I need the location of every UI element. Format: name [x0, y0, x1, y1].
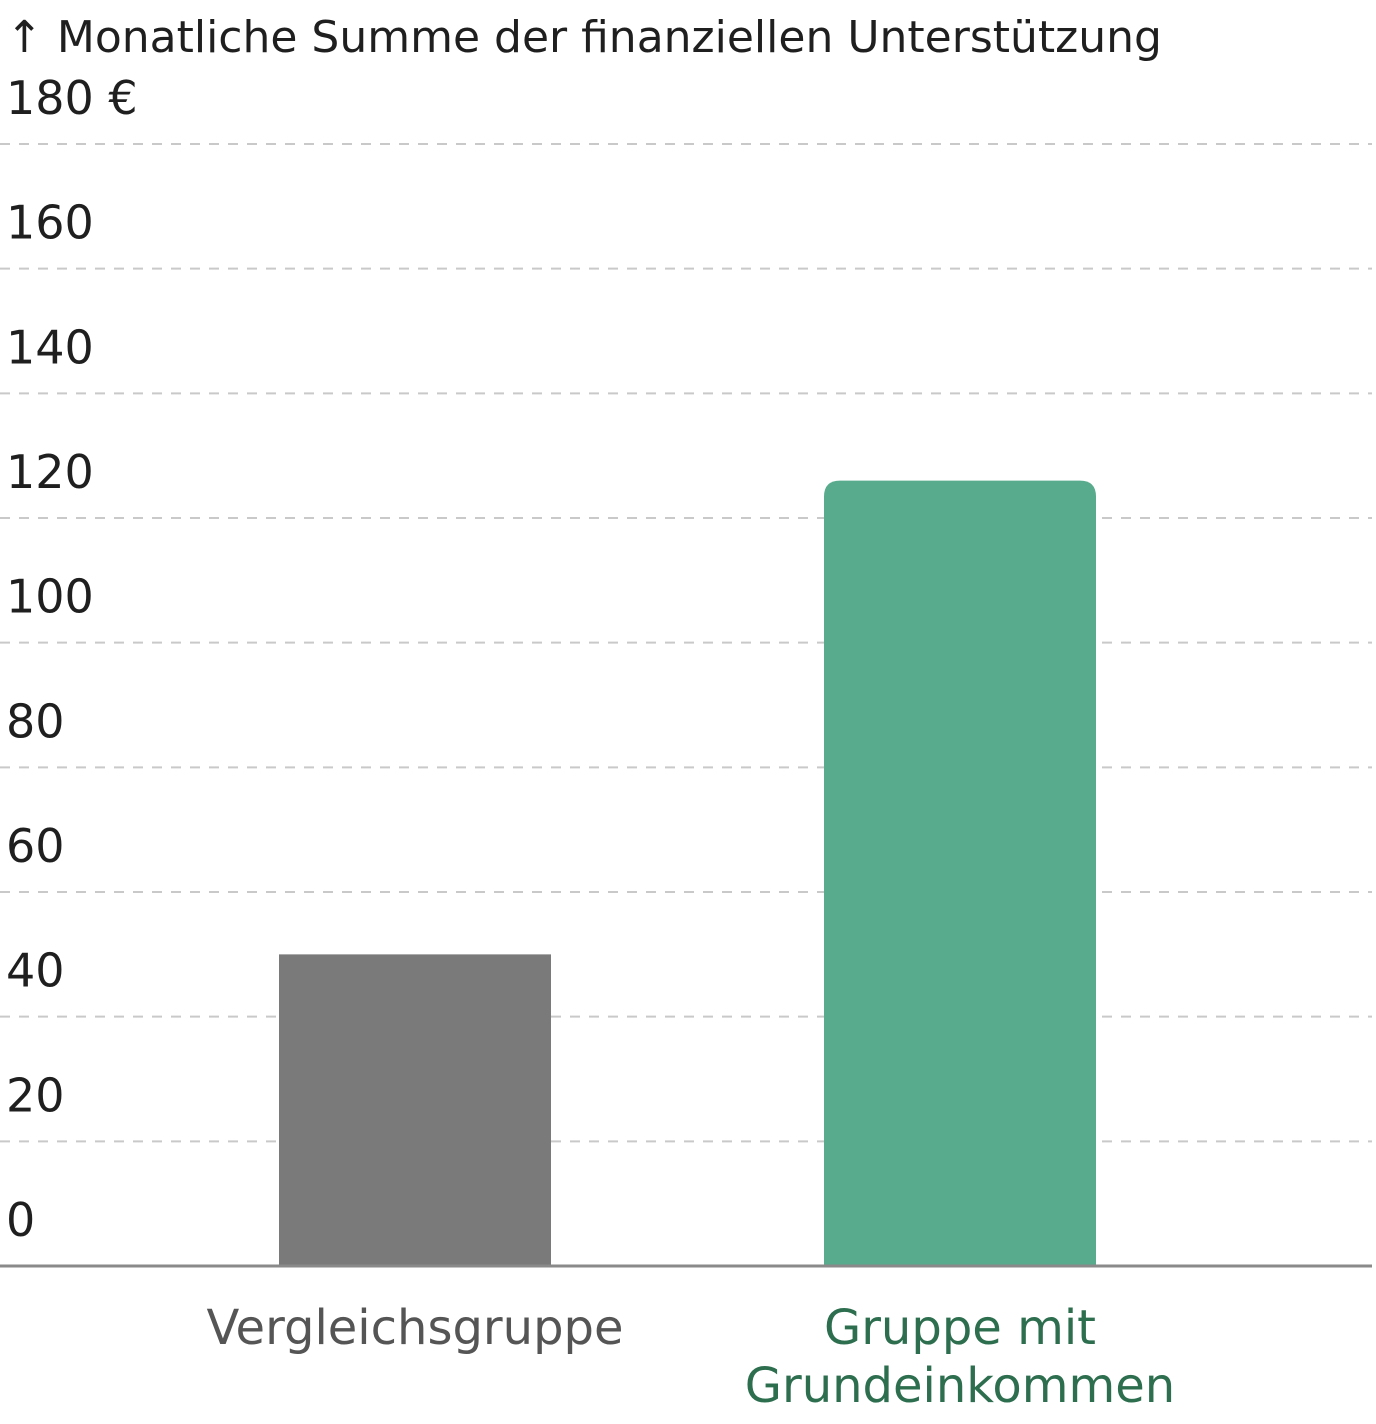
y-tick-label: 80	[6, 694, 65, 748]
y-tick-label: 120	[6, 445, 94, 499]
bars	[279, 480, 1096, 1267]
gridlines	[0, 143, 1372, 1143]
y-tick-label: 180 €	[6, 71, 138, 125]
bar	[824, 480, 1096, 1267]
y-tick-label: 20	[6, 1068, 65, 1122]
y-tick-label: 60	[6, 819, 65, 873]
bar	[279, 954, 551, 1266]
y-tick-label: 160	[6, 196, 94, 250]
chart-title: ↑ Monatliche Summe der finanziellen Unte…	[6, 12, 1162, 63]
y-tick-label: 100	[6, 570, 94, 624]
y-tick-label: 140	[6, 320, 94, 374]
y-tick-label: 40	[6, 944, 65, 998]
y-axis-ticks: 0 20 40 60 80 100 120 140 160 180 €	[6, 71, 138, 1247]
x-category-label: Gruppe mit	[824, 1300, 1096, 1356]
y-tick-label: 0	[6, 1193, 35, 1247]
x-category-label: Vergleichsgruppe	[206, 1300, 623, 1356]
x-category-label: Grundeinkommen	[745, 1358, 1175, 1414]
